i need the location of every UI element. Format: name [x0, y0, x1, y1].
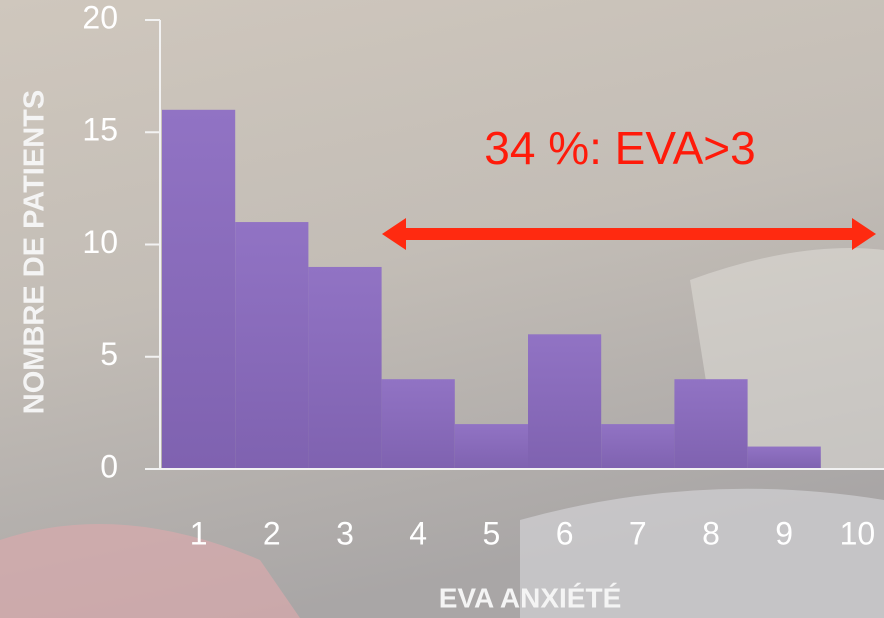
bar [308, 266, 382, 469]
x-tick-label: 9 [775, 515, 793, 551]
x-tick-label: 7 [629, 515, 647, 551]
bar [162, 109, 236, 470]
bar [601, 424, 675, 469]
x-axis-label: EVA ANXIÉTÉ [439, 582, 622, 613]
bar [528, 334, 602, 469]
x-tick-label: 5 [483, 515, 501, 551]
bar [235, 222, 309, 469]
x-tick-label: 6 [556, 515, 574, 551]
bar [674, 379, 748, 469]
x-tick-label: 10 [840, 515, 876, 551]
plot [162, 109, 821, 470]
bar [454, 424, 528, 469]
arrow [382, 218, 876, 250]
annotation: 34 %: EVA>3 [484, 122, 756, 174]
y-tick-label: 20 [82, 0, 118, 35]
x-tick-label: 3 [336, 515, 354, 551]
bar [747, 446, 821, 469]
background-shape [0, 524, 300, 618]
bar [381, 379, 455, 469]
y-axis-label: NOMBRE DE PATIENTS [19, 90, 51, 414]
x-tick-label: 1 [190, 515, 208, 551]
y-tick-label: 0 [100, 448, 118, 484]
x-tick-label: 2 [263, 515, 281, 551]
y-tick-label: 5 [100, 336, 118, 372]
y-tick-label: 15 [82, 112, 118, 148]
x-tick-label: 4 [409, 515, 427, 551]
x-tick-label: 8 [702, 515, 720, 551]
background-shape [520, 488, 884, 618]
y-tick-label: 10 [82, 224, 118, 260]
